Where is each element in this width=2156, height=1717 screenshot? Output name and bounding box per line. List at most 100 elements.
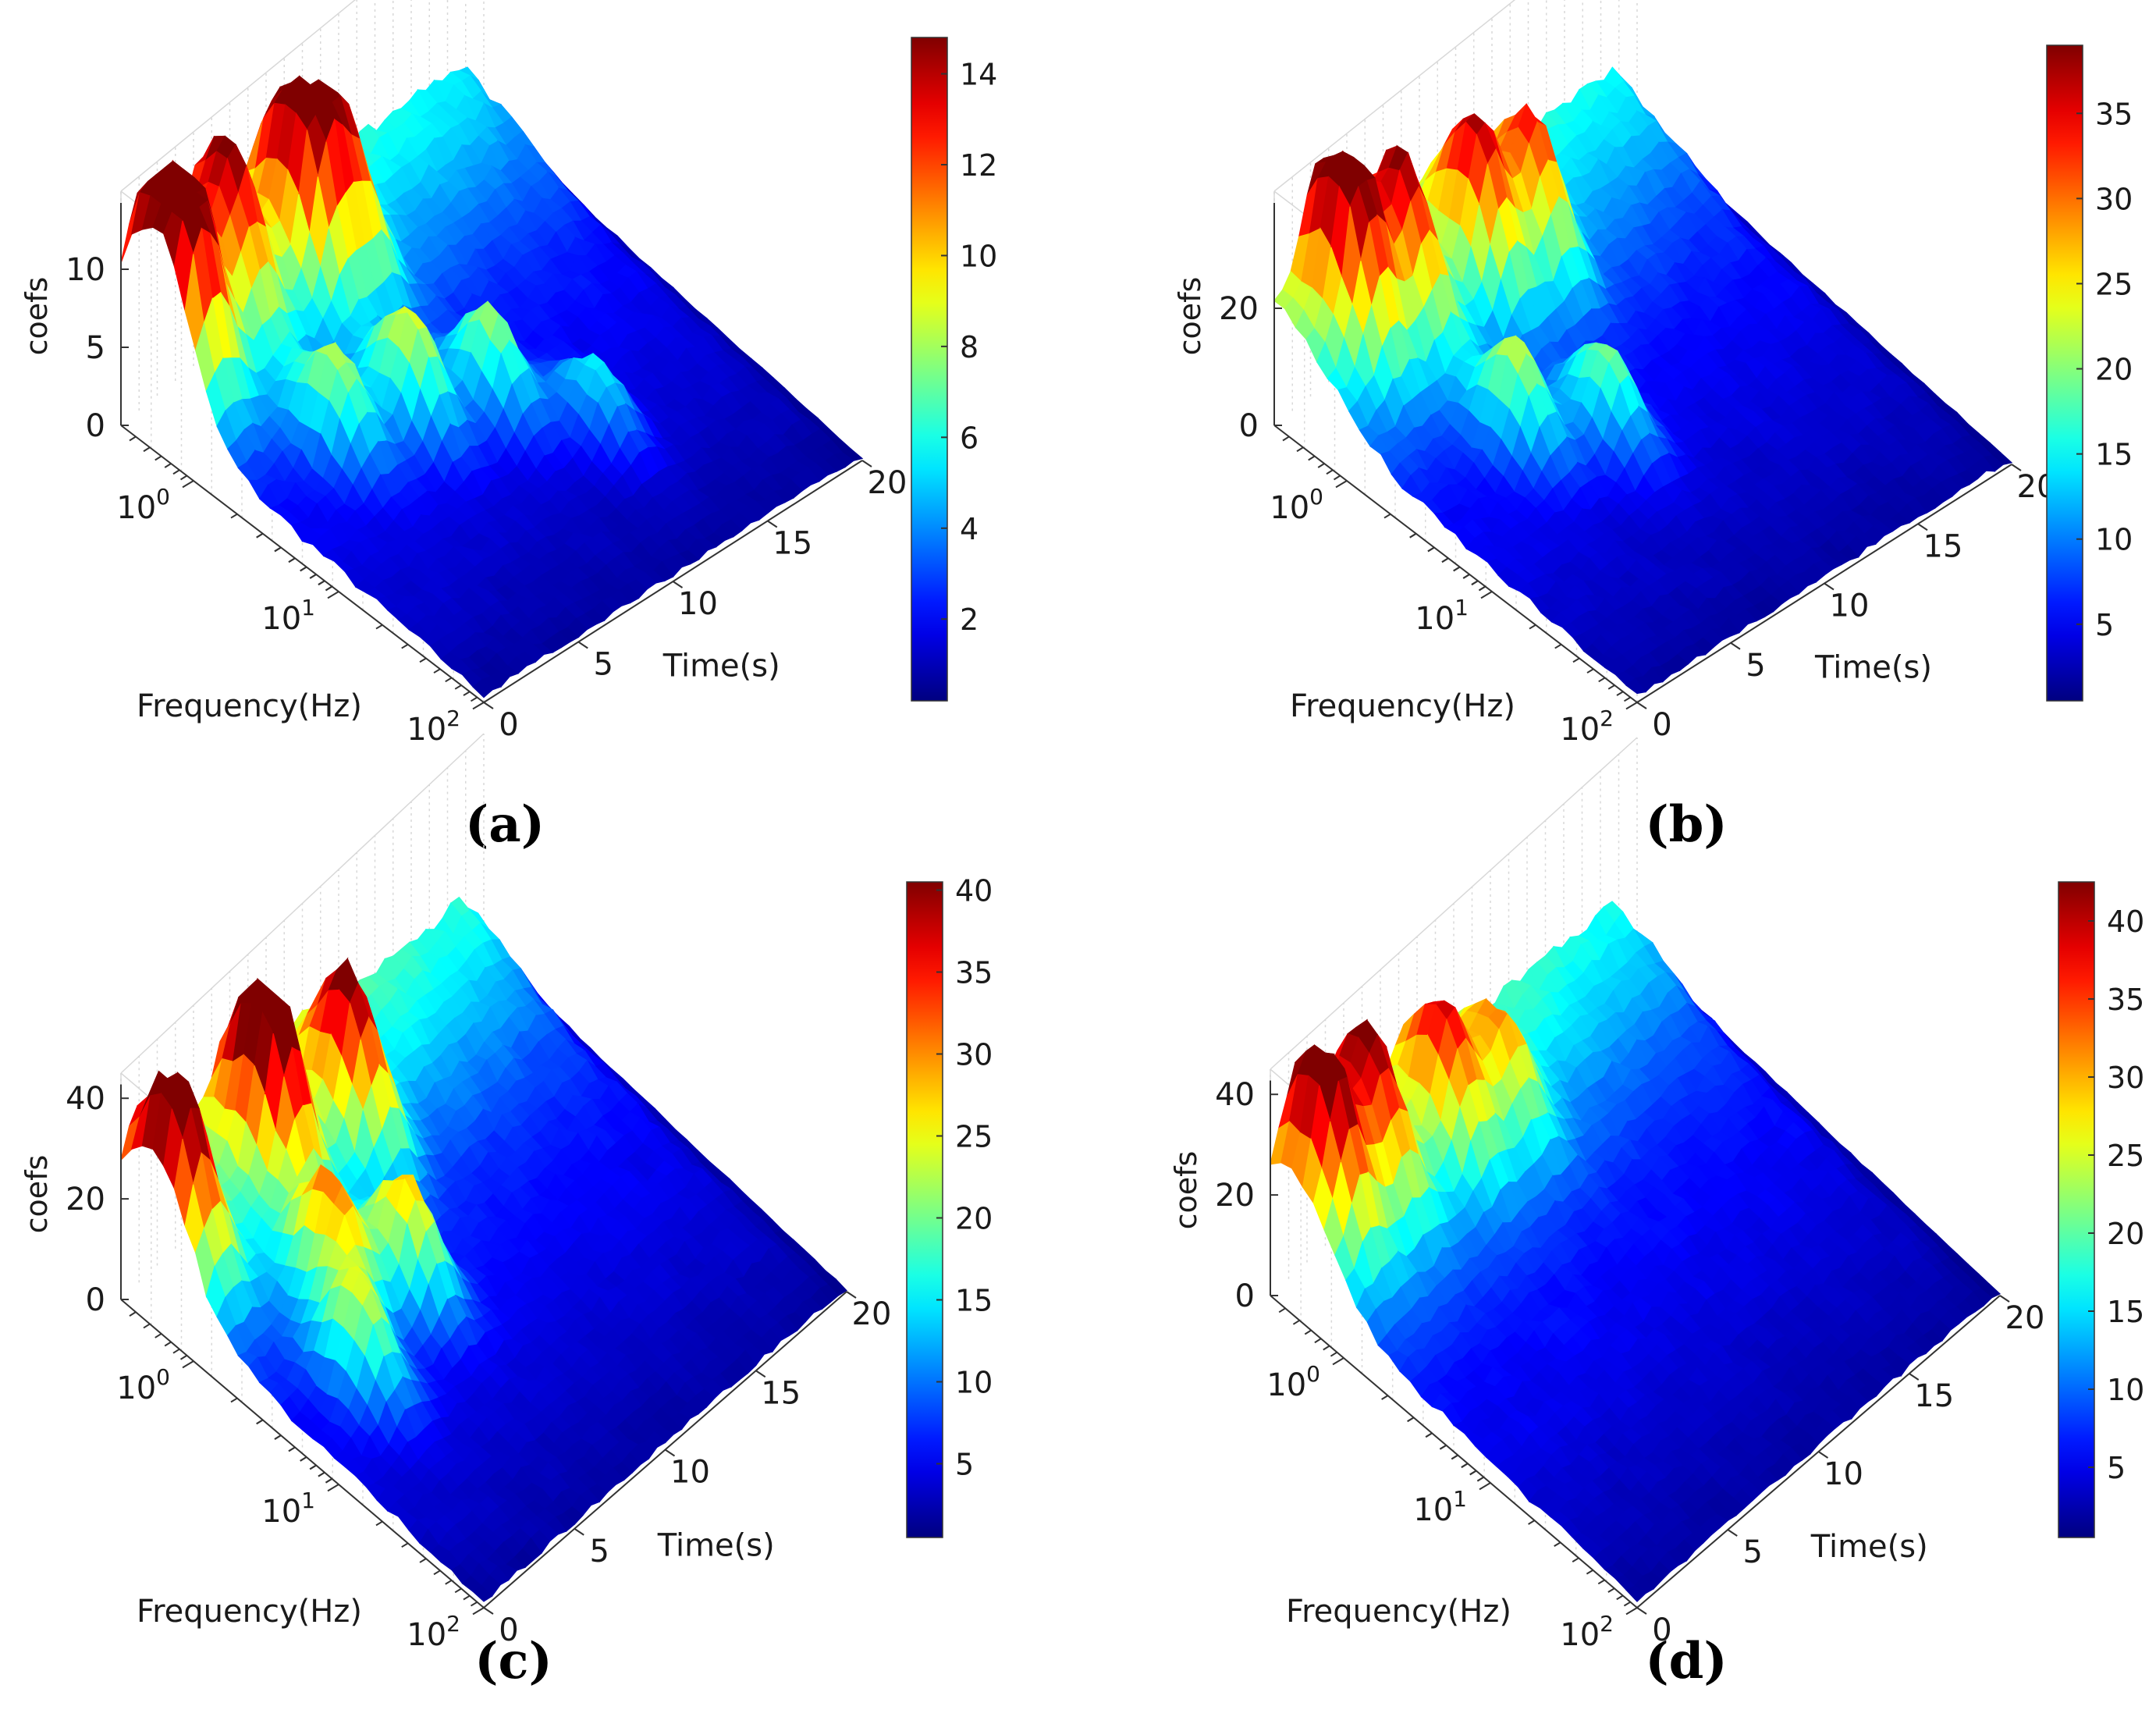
frequency-tick-mark (164, 1341, 172, 1347)
time-tick-label: 15 (773, 526, 812, 562)
frequency-tick-label: 102 (407, 706, 460, 748)
time-tick-label: 0 (499, 707, 518, 743)
frequency-tick-mark (182, 1360, 194, 1369)
frequency-tick-mark (470, 696, 478, 702)
time-tick-label: 20 (868, 465, 908, 501)
coefs-tick-label: 5 (86, 330, 105, 366)
coefs-tick-label: 10 (66, 252, 105, 288)
time-tick-label: 0 (1652, 707, 1671, 743)
coefs-axis-label: coefs (1173, 277, 1207, 356)
colorbar-tick-label: 5 (955, 1448, 974, 1482)
colorbar-tick-label: 35 (955, 956, 993, 990)
frequency-tick-mark (1427, 546, 1435, 553)
frequency-tick-mark (179, 475, 188, 481)
time-axis-label: Time(s) (1814, 649, 1932, 685)
frequency-tick-mark (143, 446, 151, 453)
frequency-axis-label: Frequency(Hz) (137, 688, 362, 724)
frequency-tick-mark (445, 677, 453, 683)
time-axis-label: Time(s) (657, 1527, 775, 1563)
frequency-tick-mark (1625, 702, 1638, 710)
frequency-tick-mark (401, 643, 409, 649)
panel-d: 0510152010010110202040Frequency(Hz)Time(… (1169, 737, 2144, 1690)
frequency-tick-mark (325, 1477, 333, 1484)
frequency-tick-mark (1296, 446, 1304, 453)
frequency-tick-mark (1409, 532, 1417, 539)
colorbar-tick-label: 40 (955, 874, 993, 908)
frequency-tick-mark (1317, 463, 1325, 468)
colorbar-tick-label: 20 (2095, 353, 2133, 387)
frequency-tick-mark (463, 1594, 471, 1601)
frequency-tick-mark (1335, 480, 1348, 489)
frequency-tick-mark (433, 668, 441, 674)
colorbar-tick-label: 25 (2095, 267, 2133, 301)
frequency-tick-mark (472, 702, 485, 710)
time-tick-mark (1730, 642, 1741, 650)
frequency-tick-mark (419, 1558, 427, 1563)
frequency-tick-label: 101 (1415, 595, 1469, 637)
frequency-tick-mark (164, 463, 172, 468)
colorbar-tick-label: 14 (960, 58, 997, 92)
colorbar-tick-label: 10 (960, 239, 997, 273)
panel-c: 0510152010010110202040Frequency(Hz)Time(… (20, 733, 993, 1690)
frequency-tick-mark (1471, 580, 1479, 586)
frequency-tick-mark (470, 1601, 478, 1607)
coefs-axis-label: coefs (20, 277, 54, 356)
coefs-tick-label: 0 (1239, 408, 1259, 444)
frequency-tick-mark (1598, 677, 1606, 683)
time-tick-label: 5 (1746, 648, 1765, 684)
frequency-tick-mark (454, 1587, 462, 1594)
frequency-tick-mark (472, 1607, 485, 1616)
frequency-tick-mark (288, 557, 296, 563)
frequency-tick-mark (463, 691, 471, 696)
frequency-tick-mark (375, 1520, 383, 1527)
frequency-tick-mark (143, 1323, 151, 1329)
frequency-tick-mark (318, 1471, 325, 1477)
colorbar-gradient (906, 881, 943, 1538)
time-tick-mark (1636, 702, 1647, 709)
frequency-tick-mark (445, 1580, 453, 1585)
colorbar-tick-label: 30 (955, 1038, 993, 1072)
frequency-tick-mark (309, 1464, 317, 1470)
frequency-tick-mark (1453, 566, 1461, 572)
time-tick-label: 10 (670, 1455, 710, 1491)
frequency-tick-mark (1529, 624, 1536, 630)
frequency-tick-mark (230, 1397, 238, 1403)
frequency-tick-mark (433, 1569, 441, 1576)
frequency-tick-mark (1572, 657, 1580, 663)
frequency-tick-mark (256, 1419, 264, 1425)
frequency-tick-mark (327, 1484, 339, 1492)
frequency-tick-mark (300, 1456, 307, 1462)
coefs-tick-label: 20 (66, 1182, 105, 1218)
colorbar-tick-label: 10 (2095, 523, 2133, 557)
colorbar-tick-label: 12 (960, 148, 997, 183)
frequency-tick-label: 100 (116, 484, 170, 526)
frequency-tick-mark (327, 591, 339, 599)
frequency-tick-label: 101 (261, 1488, 315, 1530)
time-tick-label: 15 (1923, 528, 1963, 564)
frequency-tick-mark (1480, 591, 1493, 599)
frequency-axis-label: Frequency(Hz) (137, 1594, 362, 1630)
frequency-tick-mark (129, 1311, 137, 1317)
coefs-tick-label: 40 (66, 1081, 105, 1117)
frequency-tick-mark (1462, 574, 1470, 579)
frequency-tick-mark (1478, 585, 1486, 592)
panel-caption: (c) (474, 1632, 552, 1690)
colorbar-tick-label: 35 (2095, 97, 2133, 131)
frequency-tick-mark (1616, 691, 1624, 696)
time-tick-mark (577, 641, 588, 649)
frequency-tick-mark (1441, 557, 1449, 563)
frequency-tick-mark (1623, 696, 1632, 702)
frequency-tick-mark (1383, 513, 1391, 519)
frequency-tick-mark (1326, 469, 1334, 475)
colorbar-tick-label: 6 (960, 421, 979, 455)
frequency-tick-mark (172, 1348, 180, 1354)
frequency-tick-mark (172, 469, 180, 475)
frequency-tick-mark (155, 455, 162, 461)
frequency-tick-mark (230, 513, 238, 519)
frequency-tick-mark (375, 624, 383, 630)
frequency-tick-mark (274, 546, 282, 553)
frequency-tick-mark (1308, 455, 1316, 461)
